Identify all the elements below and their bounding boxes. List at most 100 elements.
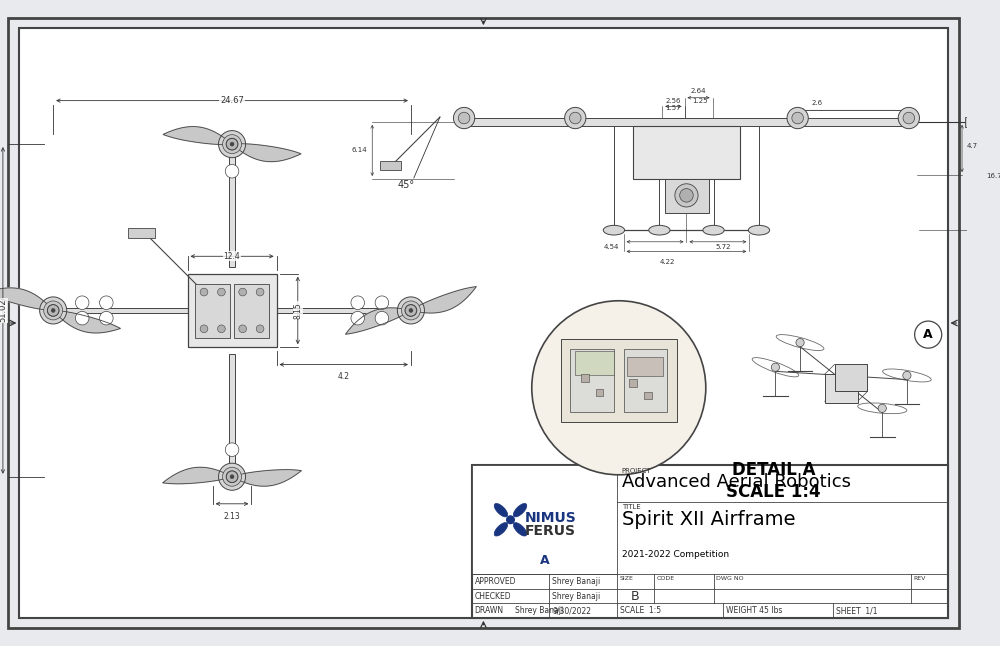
Polygon shape bbox=[232, 470, 301, 486]
Text: 2021-2022 Competition: 2021-2022 Competition bbox=[622, 550, 729, 559]
Circle shape bbox=[200, 325, 208, 333]
Circle shape bbox=[458, 112, 470, 124]
Circle shape bbox=[569, 112, 581, 124]
Circle shape bbox=[903, 112, 915, 124]
Circle shape bbox=[219, 130, 246, 158]
Text: 1.57: 1.57 bbox=[665, 105, 681, 111]
Text: SIZE: SIZE bbox=[620, 576, 634, 581]
Circle shape bbox=[200, 288, 208, 296]
Circle shape bbox=[915, 321, 942, 348]
Circle shape bbox=[680, 189, 693, 202]
Circle shape bbox=[230, 142, 234, 146]
Text: TITLE: TITLE bbox=[622, 504, 640, 510]
Circle shape bbox=[792, 112, 803, 124]
Text: 6.14: 6.14 bbox=[352, 147, 367, 153]
Circle shape bbox=[375, 311, 389, 325]
Text: CHECKED: CHECKED bbox=[475, 592, 511, 601]
Bar bbox=[627, 357, 663, 376]
Text: DWG NO: DWG NO bbox=[716, 576, 744, 581]
Bar bbox=[229, 144, 235, 267]
Circle shape bbox=[351, 311, 365, 325]
Polygon shape bbox=[411, 287, 476, 313]
Bar bbox=[472, 465, 948, 618]
Circle shape bbox=[226, 471, 238, 483]
Bar bbox=[570, 349, 614, 412]
Circle shape bbox=[405, 305, 417, 317]
Circle shape bbox=[100, 311, 113, 325]
Circle shape bbox=[256, 325, 264, 333]
Circle shape bbox=[397, 297, 424, 324]
Circle shape bbox=[226, 138, 238, 150]
Circle shape bbox=[256, 288, 264, 296]
Bar bbox=[234, 284, 269, 337]
Text: 8.15: 8.15 bbox=[293, 302, 302, 319]
Ellipse shape bbox=[703, 225, 724, 235]
Ellipse shape bbox=[649, 225, 670, 235]
Bar bbox=[472, 465, 617, 574]
Circle shape bbox=[47, 305, 59, 317]
Bar bbox=[825, 374, 858, 403]
Circle shape bbox=[223, 467, 242, 486]
Text: SHEET  1/1: SHEET 1/1 bbox=[836, 606, 878, 615]
Ellipse shape bbox=[603, 225, 625, 235]
Bar bbox=[561, 339, 677, 422]
Circle shape bbox=[787, 107, 808, 129]
Text: 4.7: 4.7 bbox=[967, 143, 978, 149]
Text: 4.54: 4.54 bbox=[603, 244, 619, 249]
Ellipse shape bbox=[494, 523, 508, 536]
Polygon shape bbox=[835, 364, 867, 391]
Bar bbox=[581, 374, 589, 382]
Text: PROJECT: PROJECT bbox=[622, 468, 651, 474]
Text: NIMUS: NIMUS bbox=[525, 511, 577, 525]
Ellipse shape bbox=[748, 225, 770, 235]
Text: 2.6: 2.6 bbox=[811, 99, 823, 105]
Text: A: A bbox=[923, 328, 933, 341]
Circle shape bbox=[351, 296, 365, 309]
Bar bbox=[188, 274, 277, 347]
Circle shape bbox=[40, 297, 67, 324]
Text: Shrey Banaji: Shrey Banaji bbox=[515, 606, 564, 615]
Text: Shrey Banaji: Shrey Banaji bbox=[552, 577, 600, 586]
Text: 16.71: 16.71 bbox=[986, 173, 1000, 179]
Bar bbox=[229, 354, 235, 477]
Text: 2.56: 2.56 bbox=[665, 98, 681, 103]
Text: 5.72: 5.72 bbox=[715, 244, 731, 249]
Circle shape bbox=[225, 443, 239, 457]
Bar bbox=[665, 179, 709, 213]
Circle shape bbox=[532, 301, 706, 475]
Circle shape bbox=[675, 183, 698, 207]
Ellipse shape bbox=[494, 503, 508, 517]
Polygon shape bbox=[53, 311, 120, 333]
Circle shape bbox=[405, 305, 417, 317]
Text: 4.2: 4.2 bbox=[337, 372, 349, 381]
Bar bbox=[629, 379, 637, 387]
Polygon shape bbox=[163, 127, 232, 145]
Text: 2.13: 2.13 bbox=[224, 512, 240, 521]
Bar bbox=[276, 307, 411, 313]
Circle shape bbox=[75, 311, 89, 325]
Circle shape bbox=[565, 107, 586, 129]
Text: 24.67: 24.67 bbox=[220, 96, 244, 105]
Circle shape bbox=[771, 363, 780, 371]
Text: 12.4: 12.4 bbox=[224, 252, 240, 261]
Text: APPROVED: APPROVED bbox=[475, 577, 516, 586]
Text: A: A bbox=[540, 554, 549, 567]
Text: SCALE 1:4: SCALE 1:4 bbox=[726, 483, 821, 501]
Text: 1.25: 1.25 bbox=[692, 98, 708, 103]
Text: REV: REV bbox=[914, 576, 926, 581]
Text: Spirit XII Airframe: Spirit XII Airframe bbox=[622, 510, 795, 528]
Polygon shape bbox=[232, 144, 301, 162]
Polygon shape bbox=[163, 467, 232, 484]
Text: Shrey Banaji: Shrey Banaji bbox=[552, 592, 600, 601]
Polygon shape bbox=[345, 308, 411, 334]
Bar bbox=[195, 284, 230, 337]
Text: 9/30/2022: 9/30/2022 bbox=[552, 606, 591, 615]
Bar bbox=[596, 389, 603, 397]
Text: B: B bbox=[631, 590, 640, 603]
Text: FERUS: FERUS bbox=[525, 525, 576, 538]
Circle shape bbox=[239, 325, 247, 333]
Text: 51.02: 51.02 bbox=[0, 298, 7, 322]
Text: 2.64: 2.64 bbox=[691, 88, 706, 94]
Ellipse shape bbox=[513, 503, 527, 517]
Bar bbox=[633, 126, 740, 179]
